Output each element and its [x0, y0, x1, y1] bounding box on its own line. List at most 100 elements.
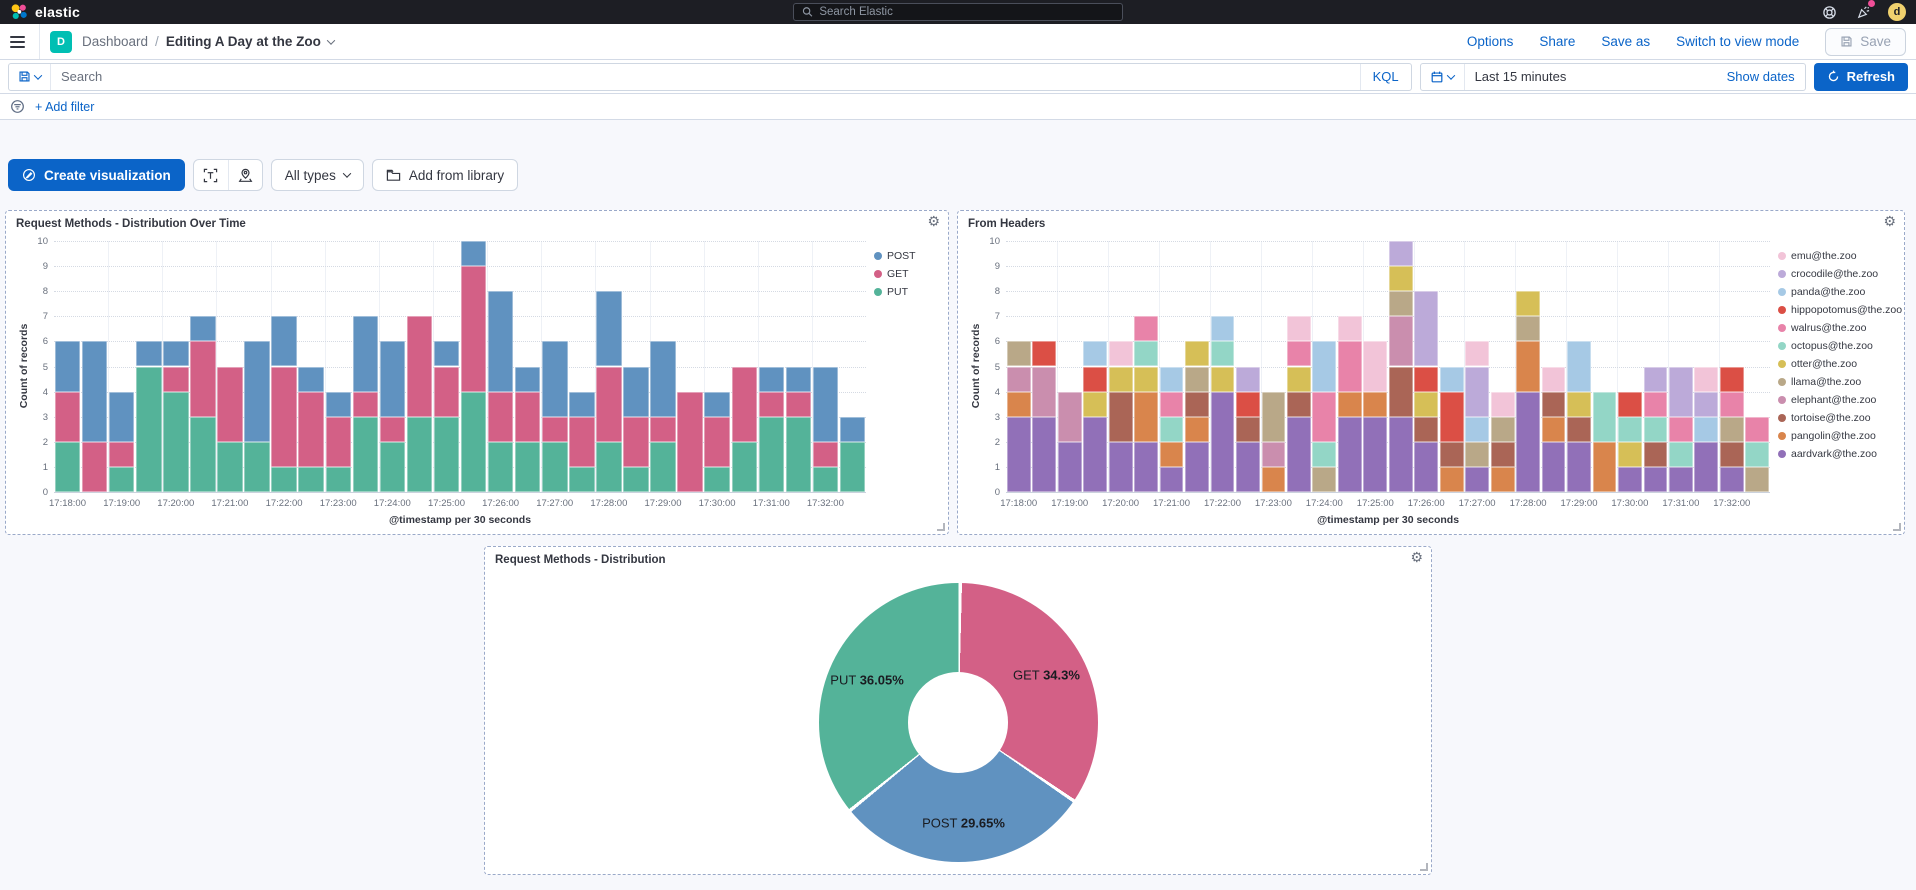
- bar-segment[interactable]: [298, 391, 324, 467]
- breadcrumb-dashboard[interactable]: Dashboard: [82, 34, 149, 49]
- gear-icon[interactable]: ⚙: [927, 213, 940, 229]
- bar-segment[interactable]: [1567, 391, 1591, 417]
- bar-segment[interactable]: [1541, 441, 1566, 492]
- resize-handle[interactable]: [1893, 523, 1901, 531]
- bar-segment[interactable]: [1337, 341, 1362, 392]
- bar-segment[interactable]: [54, 391, 81, 442]
- bar-segment[interactable]: [1210, 391, 1235, 492]
- bar-segment[interactable]: [1057, 441, 1082, 492]
- bar-segment[interactable]: [1286, 316, 1311, 342]
- bar-segment[interactable]: [1668, 416, 1693, 442]
- bar-segment[interactable]: [1286, 416, 1311, 492]
- bar-segment[interactable]: [514, 391, 541, 442]
- bar-segment[interactable]: [1185, 416, 1209, 442]
- global-search-box[interactable]: [793, 3, 1123, 21]
- bar-segment[interactable]: [1465, 366, 1490, 417]
- bar-segment[interactable]: [54, 441, 81, 492]
- options-link[interactable]: Options: [1466, 34, 1514, 49]
- bar-segment[interactable]: [1414, 416, 1439, 442]
- bar-segment[interactable]: [190, 416, 216, 492]
- bar-segment[interactable]: [1363, 391, 1388, 417]
- bar-segment[interactable]: [352, 416, 378, 492]
- bar-segment[interactable]: [1694, 416, 1719, 442]
- save-as-link[interactable]: Save as: [1601, 34, 1651, 49]
- refresh-button[interactable]: Refresh: [1813, 62, 1908, 91]
- bar-segment[interactable]: [1490, 416, 1515, 442]
- bar-segment[interactable]: [1414, 391, 1439, 417]
- bar-segment[interactable]: [1363, 416, 1388, 492]
- calendar-menu-button[interactable]: [1421, 63, 1465, 90]
- share-link[interactable]: Share: [1539, 34, 1576, 49]
- bar-segment[interactable]: [1388, 291, 1413, 317]
- help-icon[interactable]: [1820, 3, 1838, 21]
- bar-segment[interactable]: [1719, 416, 1744, 442]
- legend-item[interactable]: tortoise@the.zoo: [1778, 411, 1898, 424]
- bar-segment[interactable]: [596, 291, 622, 367]
- add-filter-button[interactable]: + Add filter: [35, 99, 95, 114]
- bar-segment[interactable]: [1618, 441, 1642, 467]
- bar-segment[interactable]: [1719, 391, 1744, 417]
- bar-segment[interactable]: [596, 366, 622, 442]
- bar-segment[interactable]: [1643, 366, 1668, 392]
- bar-segment[interactable]: [1439, 391, 1464, 442]
- bar-segment[interactable]: [569, 466, 595, 492]
- bar-segment[interactable]: [542, 341, 568, 417]
- bar-segment[interactable]: [1032, 366, 1057, 417]
- bar-segment[interactable]: [1337, 391, 1362, 417]
- legend-item[interactable]: crocodile@the.zoo: [1778, 267, 1898, 280]
- bar-segment[interactable]: [677, 391, 703, 492]
- bar-segment[interactable]: [81, 441, 108, 492]
- bar-segment[interactable]: [785, 366, 812, 392]
- bar-segment[interactable]: [406, 416, 433, 492]
- bar-segment[interactable]: [1388, 316, 1413, 367]
- text-markdown-icon[interactable]: [194, 160, 228, 190]
- bar-segment[interactable]: [1083, 416, 1108, 492]
- bar-segment[interactable]: [731, 366, 757, 442]
- bar-segment[interactable]: [1006, 391, 1031, 417]
- saved-query-menu-button[interactable]: [9, 63, 51, 90]
- bar-segment[interactable]: [217, 441, 243, 492]
- panel-title[interactable]: Request Methods - Distribution Over Time: [16, 218, 246, 230]
- bar-segment[interactable]: [1134, 316, 1158, 342]
- bar-segment[interactable]: [1185, 441, 1209, 492]
- bar-segment[interactable]: [487, 441, 514, 492]
- bar-segment[interactable]: [433, 366, 460, 417]
- bar-segment[interactable]: [731, 441, 757, 492]
- bar-segment[interactable]: [1541, 416, 1566, 442]
- bar-segment[interactable]: [514, 366, 541, 392]
- bar-segment[interactable]: [704, 466, 730, 492]
- bar-segment[interactable]: [758, 391, 784, 417]
- bar-segment[interactable]: [1134, 366, 1158, 392]
- all-types-dropdown[interactable]: All types: [270, 159, 364, 191]
- bar-segment[interactable]: [406, 316, 433, 417]
- bar-segment[interactable]: [650, 341, 676, 417]
- bar-segment[interactable]: [1108, 366, 1133, 392]
- bar-segment[interactable]: [325, 416, 351, 467]
- bar-segment[interactable]: [1745, 466, 1770, 492]
- show-dates-button[interactable]: Show dates: [1726, 69, 1795, 84]
- bar-segment[interactable]: [1618, 466, 1642, 492]
- kql-language-button[interactable]: KQL: [1359, 63, 1411, 90]
- bar-segment[interactable]: [785, 391, 812, 417]
- bar-segment[interactable]: [1668, 441, 1693, 467]
- bar-segment[interactable]: [244, 341, 270, 442]
- bar-segment[interactable]: [1719, 441, 1744, 467]
- bar-segment[interactable]: [1083, 366, 1108, 392]
- bar-segment[interactable]: [542, 441, 568, 492]
- maps-icon[interactable]: [227, 160, 262, 190]
- bar-segment[interactable]: [163, 366, 189, 392]
- bar-segment[interactable]: [1261, 441, 1286, 467]
- bar-segment[interactable]: [244, 441, 270, 492]
- time-range-value[interactable]: Last 15 minutes: [1474, 69, 1567, 84]
- news-feed-icon[interactable]: [1854, 0, 1875, 21]
- legend-item[interactable]: panda@the.zoo: [1778, 285, 1898, 298]
- bar-segment[interactable]: [1108, 391, 1133, 442]
- bar-segment[interactable]: [839, 441, 866, 492]
- bar-segment[interactable]: [1210, 341, 1235, 367]
- bar-segment[interactable]: [352, 316, 378, 392]
- bar-segment[interactable]: [487, 291, 514, 392]
- bar-segment[interactable]: [271, 316, 297, 367]
- bar-segment[interactable]: [1439, 466, 1464, 492]
- bar-segment[interactable]: [704, 416, 730, 467]
- legend-item[interactable]: otter@the.zoo: [1778, 357, 1898, 370]
